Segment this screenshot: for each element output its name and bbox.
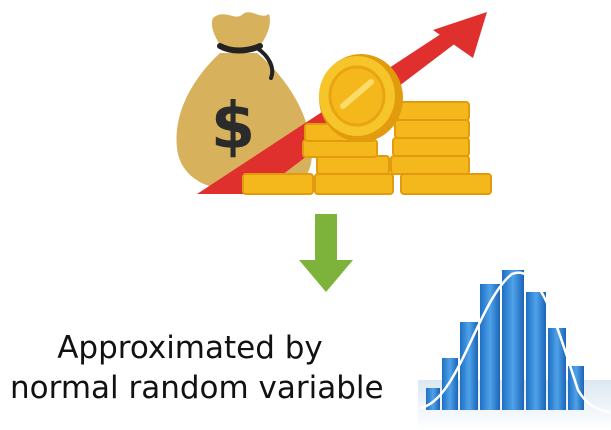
caption-line-1: Approximated by	[57, 330, 323, 366]
histogram-bar	[460, 322, 478, 410]
caption-line-2: normal random variable	[10, 370, 384, 406]
normal-curve	[419, 271, 611, 414]
caption: Approximated by normal random variable	[10, 328, 384, 408]
coin-stack-icon	[242, 101, 492, 195]
bag-dollar-symbol: $	[211, 90, 256, 164]
histogram-bar	[526, 292, 546, 410]
down-arrow-icon	[299, 214, 353, 292]
gold-coin-icon	[319, 54, 403, 142]
histogram-bar	[480, 284, 500, 410]
histogram-bar	[442, 358, 458, 410]
histogram-bar	[548, 328, 566, 410]
histogram-bar	[568, 366, 584, 410]
money-growth-illustration: $	[176, 12, 492, 195]
histogram-bar	[502, 270, 524, 410]
histogram-normal-curve-icon	[418, 270, 611, 430]
